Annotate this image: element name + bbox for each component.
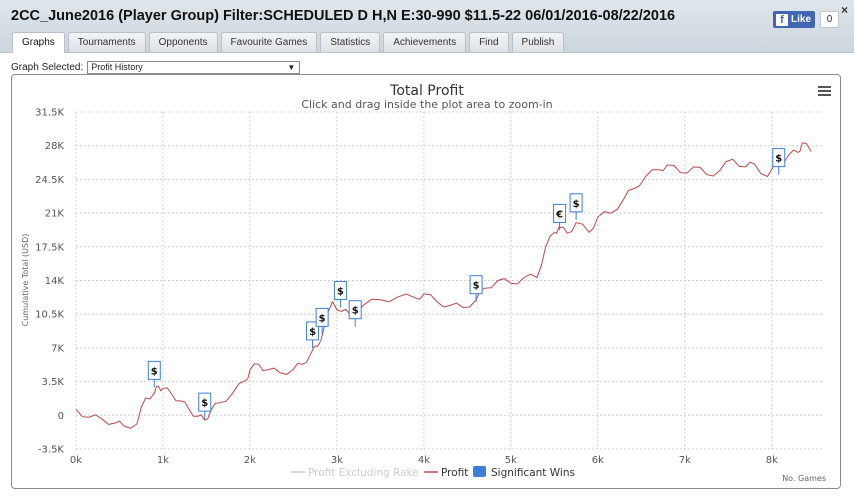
legend-label-significant-wins: Significant Wins xyxy=(491,467,575,479)
flag-symbol: $ xyxy=(151,366,158,377)
tab-opponents[interactable]: Opponents xyxy=(148,32,218,52)
flag-symbol: $ xyxy=(573,199,580,210)
facebook-like-count: 0 xyxy=(820,11,839,28)
tab-achievements[interactable]: Achievements xyxy=(383,32,467,52)
legend-label-profit-excluding-rake: Profit Excluding Rake xyxy=(308,467,419,479)
significant-win-flag[interactable]: € xyxy=(553,203,567,231)
x-tick-label: 2k xyxy=(244,455,256,466)
y-tick-label: -3.5K xyxy=(38,445,65,456)
flag-symbol: $ xyxy=(337,286,344,297)
y-axis: -3.5K 0 3.5K 7K 10.5K 14K 17.5K 21K 24.5K 28K 31.5… xyxy=(35,108,64,456)
flag-symbol: $ xyxy=(319,313,326,324)
significant-win-flag[interactable]: $ xyxy=(306,321,320,348)
y-tick-label: 14K xyxy=(45,276,65,287)
flag-symbol: $ xyxy=(473,281,480,292)
y-axis-title: Cumulative Total (USD) xyxy=(21,234,30,327)
dropdown-arrow-icon: ▼ xyxy=(287,62,296,72)
tab-statistics[interactable]: Statistics xyxy=(320,32,381,52)
y-tick-label: 0 xyxy=(58,411,64,422)
graph-select-row: Graph Selected: Profit History ▼ xyxy=(11,60,301,74)
flag-symbol: $ xyxy=(201,398,208,409)
facebook-like-label: Like xyxy=(791,14,812,25)
chart-legend: Profit Excluding Rake Profit Significant… xyxy=(291,466,575,479)
x-tick-label: 1k xyxy=(157,455,169,466)
x-tick-label: 6k xyxy=(592,455,604,466)
tab-favourite-games[interactable]: Favourite Games xyxy=(220,32,318,52)
tab-publish[interactable]: Publish xyxy=(511,32,565,52)
y-tick-label: 10.5K xyxy=(35,310,64,321)
significant-win-flag[interactable]: $ xyxy=(469,275,483,302)
tab-bar: Graphs Tournaments Opponents Favourite G… xyxy=(12,32,567,53)
tab-graphs[interactable]: Graphs xyxy=(12,32,65,53)
flag-symbol: € xyxy=(555,209,563,220)
significant-win-flag[interactable]: $ xyxy=(772,148,786,175)
flag-symbol: $ xyxy=(352,306,359,317)
x-tick-label: 3k xyxy=(331,455,343,466)
x-tick-label: 7k xyxy=(679,455,691,466)
x-tick-label: 4k xyxy=(418,455,430,466)
graph-select-dropdown[interactable]: Profit History ▼ xyxy=(87,60,301,74)
x-axis: 0k 1k 2k 3k 4k 5k 6k 7k 8k xyxy=(70,455,778,466)
significant-win-flag[interactable]: $ xyxy=(348,300,362,327)
y-tick-label: 24.5K xyxy=(35,175,64,186)
facebook-like-button[interactable]: f Like xyxy=(773,11,815,28)
legend-label-profit: Profit xyxy=(441,467,468,479)
chart-subtitle: Click and drag inside the plot area to z… xyxy=(301,98,552,111)
legend-item-profit-excluding-rake[interactable]: Profit Excluding Rake xyxy=(291,467,419,479)
y-tick-label: 21K xyxy=(45,209,65,220)
chart-grid xyxy=(75,111,824,450)
window-title: 2CC_June2016 (Player Group) Filter:SCHED… xyxy=(11,8,676,24)
significant-win-flag[interactable]: $ xyxy=(315,307,329,335)
graph-select-label: Graph Selected: xyxy=(11,61,84,73)
y-tick-label: 7K xyxy=(51,343,64,354)
chart-title: Total Profit xyxy=(389,83,464,99)
legend-item-profit[interactable]: Profit xyxy=(424,467,468,479)
significant-win-flag[interactable]: $ xyxy=(147,360,161,388)
significant-win-flag[interactable]: $ xyxy=(333,280,347,308)
significant-wins-flags: $$$$$$$€$$ xyxy=(147,148,786,420)
x-tick-label: 8k xyxy=(766,455,778,466)
close-icon[interactable]: × xyxy=(841,3,849,17)
y-tick-label: 31.5K xyxy=(35,108,64,119)
significant-win-flag[interactable]: $ xyxy=(569,193,583,220)
significant-win-flag[interactable]: $ xyxy=(198,392,212,420)
tab-find[interactable]: Find xyxy=(469,32,509,52)
flag-symbol: $ xyxy=(775,154,782,165)
x-tick-label: 0k xyxy=(70,455,82,466)
y-tick-label: 3.5K xyxy=(42,377,65,388)
y-tick-label: 17.5K xyxy=(35,242,64,253)
x-axis-title: No. Games xyxy=(782,474,826,483)
series-layer xyxy=(75,142,812,429)
profit-chart[interactable]: Total Profit Click and drag inside the p… xyxy=(12,75,842,490)
legend-item-significant-wins[interactable]: Significant Wins xyxy=(473,466,575,479)
flag-symbol: $ xyxy=(309,327,316,338)
facebook-icon: f xyxy=(776,13,788,26)
chart-container[interactable]: Total Profit Click and drag inside the p… xyxy=(11,74,841,489)
chart-menu-icon[interactable] xyxy=(818,86,831,96)
x-tick-label: 5k xyxy=(505,455,517,466)
y-tick-label: 28K xyxy=(45,141,65,152)
profit-series-line xyxy=(75,142,812,429)
tab-tournaments[interactable]: Tournaments xyxy=(67,32,146,52)
graph-select-value: Profit History xyxy=(91,61,143,72)
window-titlebar: 2CC_June2016 (Player Group) Filter:SCHED… xyxy=(0,0,854,53)
